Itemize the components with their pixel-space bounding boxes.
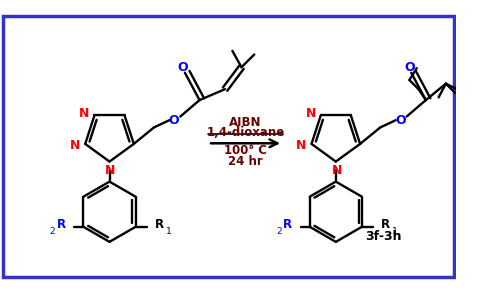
Text: N: N (70, 139, 80, 152)
Text: R: R (155, 219, 164, 231)
Text: O: O (395, 114, 406, 127)
Text: N: N (80, 107, 90, 120)
Text: O: O (404, 61, 414, 74)
Text: N: N (332, 164, 342, 177)
Text: R: R (284, 219, 292, 231)
Text: 3f-3h: 3f-3h (365, 230, 402, 243)
Text: 1,4-dioxane: 1,4-dioxane (206, 126, 284, 139)
Text: 2: 2 (276, 227, 281, 236)
Text: O: O (168, 114, 179, 127)
Text: O: O (178, 61, 188, 74)
Text: AIBN: AIBN (229, 116, 262, 129)
Text: N: N (296, 139, 306, 152)
Text: R: R (57, 219, 66, 231)
Text: 1: 1 (392, 227, 398, 236)
Text: 24 hr: 24 hr (228, 155, 263, 168)
Text: 1: 1 (166, 227, 172, 236)
Text: N: N (306, 107, 316, 120)
Text: R: R (381, 219, 390, 231)
Text: 2: 2 (50, 227, 55, 236)
Text: 100° C: 100° C (224, 144, 267, 157)
Text: N: N (105, 164, 116, 177)
